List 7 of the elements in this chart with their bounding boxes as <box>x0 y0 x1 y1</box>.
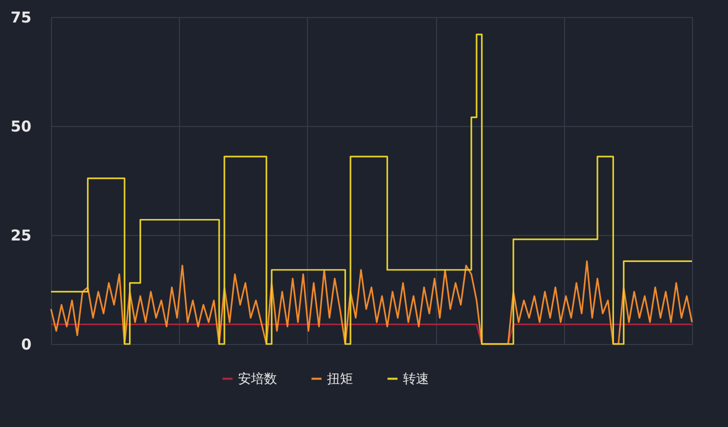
y-tick-label: 0 <box>21 336 32 354</box>
y-tick-label: 75 <box>10 8 32 26</box>
legend-label: 安培数 <box>238 370 277 387</box>
legend-label: 转速 <box>403 372 429 387</box>
y-tick-label: 50 <box>10 118 32 136</box>
y-tick-label: 25 <box>10 226 32 244</box>
legend-label: 扭矩 <box>327 372 353 387</box>
